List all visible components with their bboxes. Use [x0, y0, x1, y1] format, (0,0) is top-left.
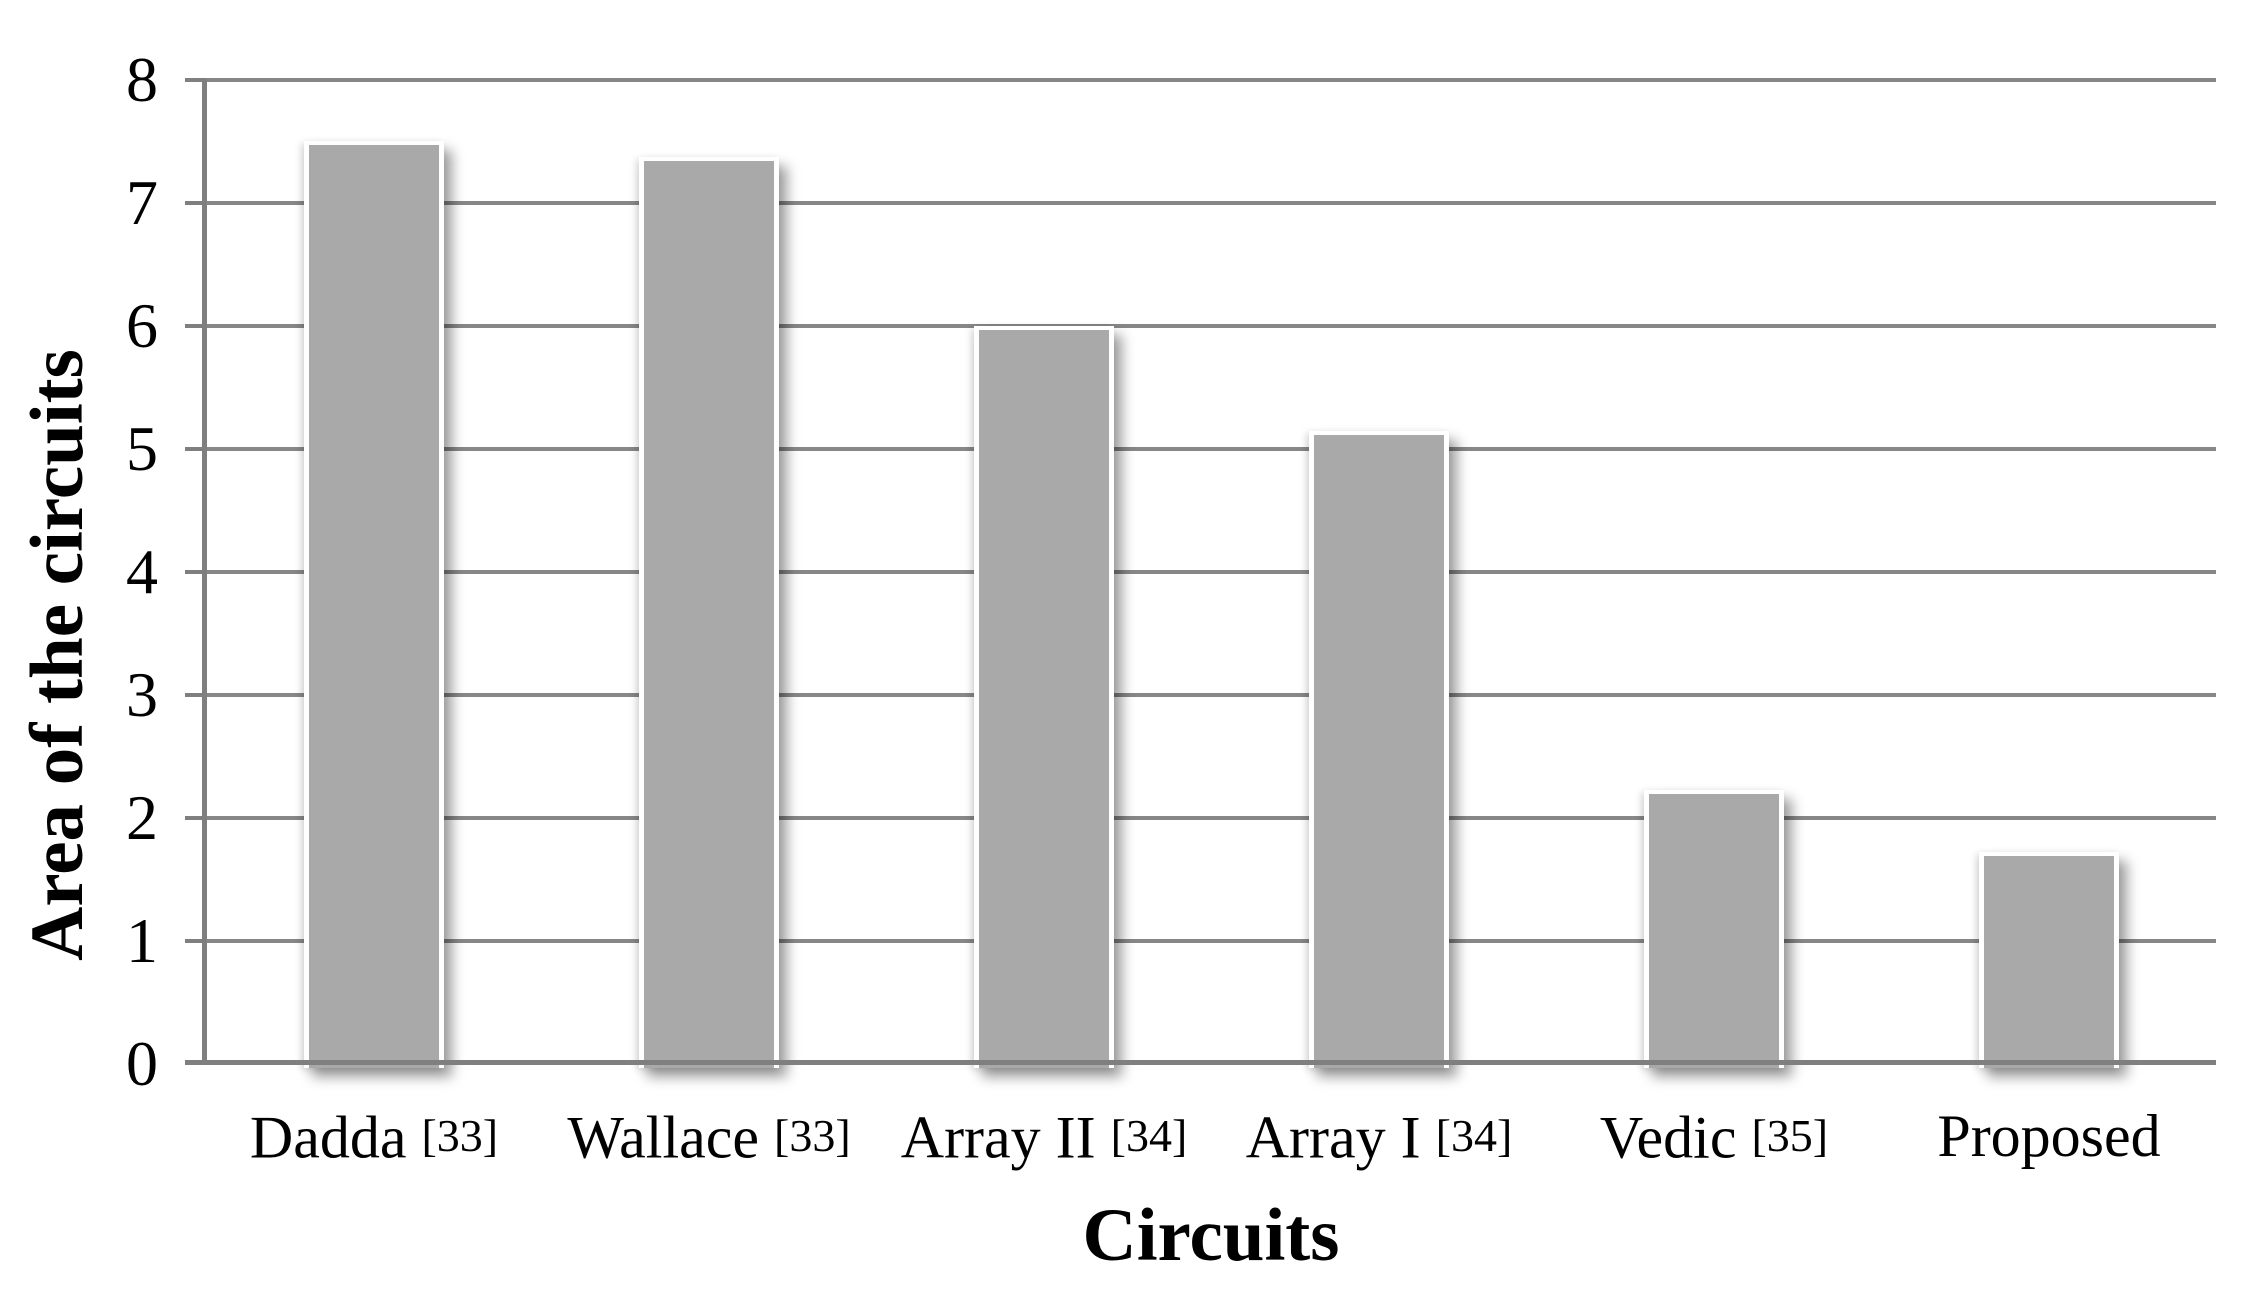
- y-tick-label-8: 8: [126, 44, 158, 115]
- category-label-wallace: Wallace [33]: [542, 1092, 876, 1180]
- gridline-y-5: [206, 447, 2216, 451]
- category-name: Wallace: [567, 1104, 760, 1171]
- bar-array-i: [1309, 431, 1449, 1068]
- gridline-y-6: [206, 324, 2216, 328]
- y-tick-1: [185, 939, 206, 943]
- y-tick-label-7: 7: [126, 167, 158, 238]
- category-name: Array I: [1245, 1104, 1421, 1171]
- y-tick-label-2: 2: [126, 782, 158, 853]
- category-citation-ref: [34]: [1110, 1110, 1188, 1161]
- y-tick-4: [185, 570, 206, 574]
- y-tick-label-3: 3: [126, 659, 158, 730]
- y-axis-line: [202, 78, 207, 1065]
- category-citation-ref: [33]: [774, 1110, 851, 1161]
- y-tick-label-1: 1: [126, 905, 158, 976]
- category-name: Dadda: [249, 1104, 407, 1171]
- y-tick-7: [185, 201, 206, 205]
- category-citation-ref: [33]: [421, 1110, 499, 1161]
- gridline-y-1: [206, 939, 2216, 943]
- category-name: Vedic: [1599, 1104, 1737, 1171]
- bar-array-ii: [974, 326, 1114, 1068]
- category-label-array-ii: Array II [34]: [877, 1092, 1211, 1180]
- gridline-y-7: [206, 201, 2216, 205]
- y-tick-8: [185, 78, 206, 82]
- gridline-y-4: [206, 570, 2216, 574]
- category-name: Array II: [900, 1104, 1096, 1171]
- bar-dadda: [304, 141, 444, 1068]
- y-tick-label-4: 4: [126, 536, 158, 607]
- category-label-proposed: Proposed: [1882, 1092, 2216, 1180]
- x-axis-title: Circuits: [1082, 1194, 1340, 1277]
- y-tick-5: [185, 447, 206, 451]
- category-label-vedic: Vedic [35]: [1547, 1092, 1881, 1180]
- category-citation-ref: [35]: [1751, 1110, 1829, 1161]
- y-tick-label-6: 6: [126, 290, 158, 361]
- y-tick-label-0: 0: [126, 1028, 158, 1099]
- gridline-y-3: [206, 693, 2216, 697]
- bar-proposed: [1979, 852, 2119, 1068]
- y-tick-label-5: 5: [126, 413, 158, 484]
- gridline-y-2: [206, 816, 2216, 820]
- category-label-array-i: Array I [34]: [1212, 1092, 1546, 1180]
- y-tick-6: [185, 324, 206, 328]
- category-name: Proposed: [1937, 1103, 2161, 1169]
- category-label-dadda: Dadda [33]: [207, 1092, 541, 1180]
- gridline-y-8: [206, 78, 2216, 82]
- bar-wallace: [639, 157, 779, 1068]
- category-citation-ref: [34]: [1435, 1110, 1513, 1161]
- y-tick-2: [185, 816, 206, 820]
- x-axis-line: [185, 1060, 2216, 1065]
- y-tick-3: [185, 693, 206, 697]
- bar-vedic: [1644, 790, 1784, 1068]
